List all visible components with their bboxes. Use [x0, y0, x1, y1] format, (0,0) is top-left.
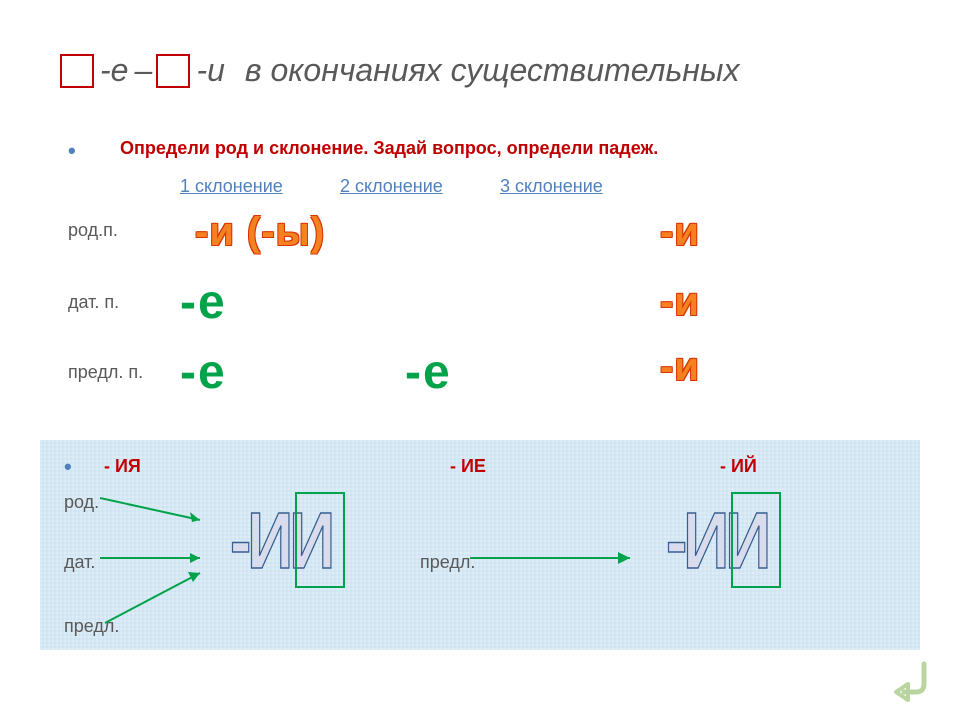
panel-rod: род.	[64, 492, 99, 513]
arrow-1	[100, 490, 220, 528]
bullet-instruction: •	[68, 138, 76, 164]
title-e: -е	[100, 52, 128, 89]
ending-rod-3: -и	[660, 210, 700, 255]
case-rod: род.п.	[68, 220, 118, 241]
panel-iya: - ИЯ	[104, 456, 141, 477]
lower-panel: • - ИЯ - ИЕ - ИЙ род. дат. предл. предл.…	[40, 440, 920, 650]
panel-predl2: предл.	[420, 552, 475, 573]
decl-3: 3 склонение	[500, 176, 603, 197]
return-icon[interactable]	[888, 654, 936, 702]
decl-1: 1 склонение	[180, 176, 283, 197]
panel-ie: - ИЕ	[450, 456, 486, 477]
square-marker-1	[60, 54, 94, 88]
ending-predl-2: -е	[405, 345, 452, 400]
case-predl: предл. п.	[68, 362, 143, 383]
slide: -е – -и в окончаниях существительных • О…	[0, 0, 960, 720]
box-right	[731, 492, 781, 588]
title-row: -е – -и в окончаниях существительных	[60, 52, 739, 89]
arrow-3	[100, 568, 220, 628]
case-dat: дат. п.	[68, 292, 119, 313]
decl-2: 2 склонение	[340, 176, 443, 197]
ending-dat-3: -и	[660, 280, 700, 325]
ending-rod-1: -и (-ы)	[195, 210, 325, 255]
arrow-4	[470, 548, 650, 568]
box-left	[295, 492, 345, 588]
panel-dat: дат.	[64, 552, 95, 573]
title-dash: –	[134, 52, 156, 89]
instruction-text: Определи род и склонение. Задай вопрос, …	[120, 138, 658, 159]
arrow-2	[100, 548, 220, 568]
ending-predl-1: -е	[180, 345, 227, 400]
panel-iy: - ИЙ	[720, 456, 757, 477]
title-rest: в окончаниях существительных	[225, 52, 740, 89]
panel-bullet: •	[64, 454, 72, 480]
title-u: -и	[196, 52, 224, 89]
ending-dat-1: -е	[180, 275, 227, 330]
ending-predl-3: -и	[660, 345, 700, 390]
square-marker-2	[156, 54, 190, 88]
